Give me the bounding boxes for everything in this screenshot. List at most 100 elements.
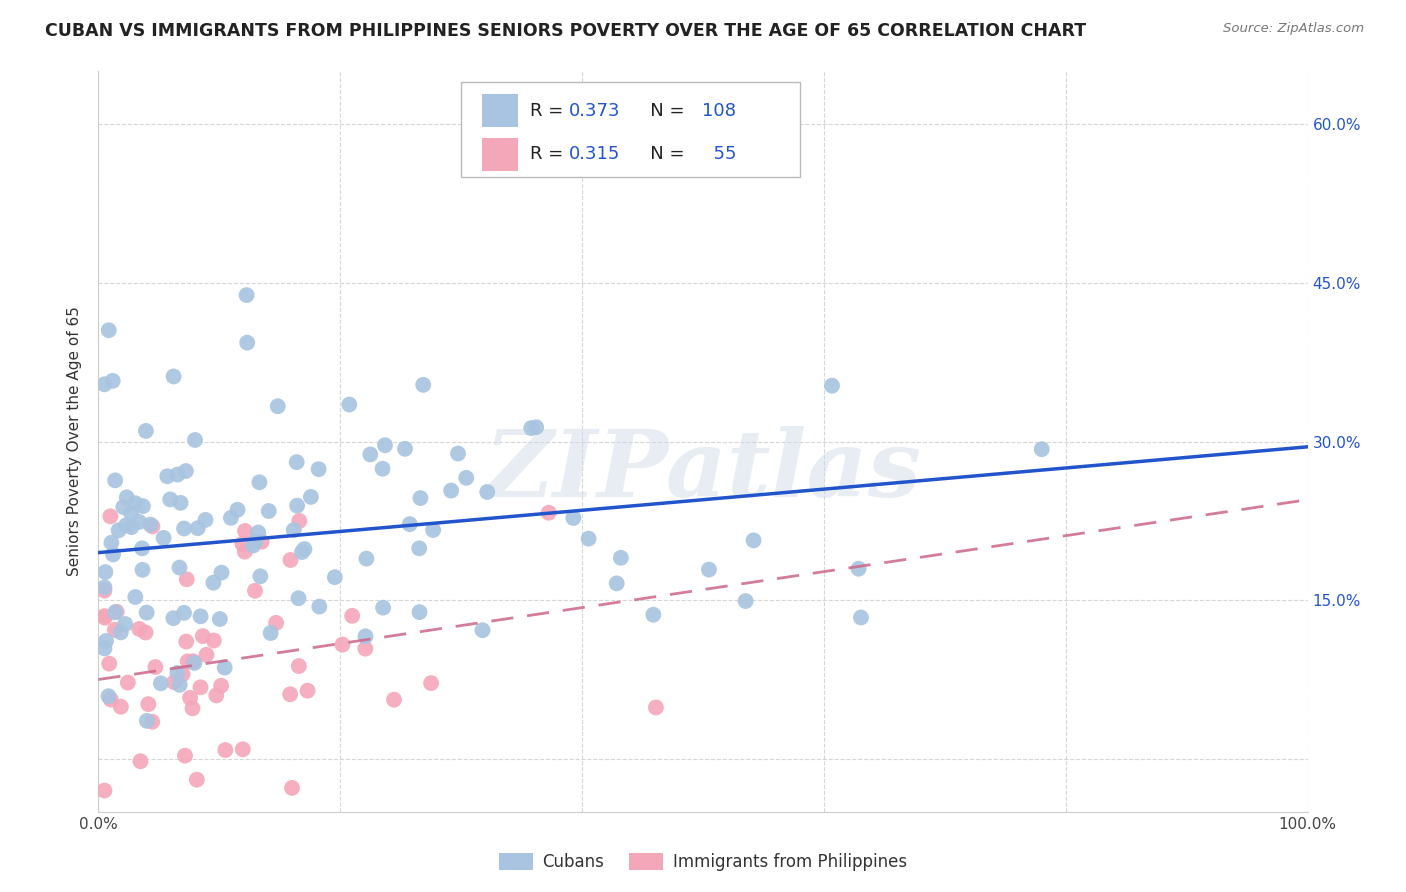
Point xyxy=(610,550,633,565)
Point xyxy=(1031,442,1053,457)
Point xyxy=(440,483,463,498)
Point xyxy=(191,629,214,643)
Point xyxy=(104,605,127,619)
Point xyxy=(382,692,405,706)
Point xyxy=(183,656,205,670)
Point xyxy=(115,518,138,533)
Text: Source: ZipAtlas.com: Source: ZipAtlas.com xyxy=(1223,22,1364,36)
Point xyxy=(149,676,172,690)
Point xyxy=(447,446,470,460)
Point xyxy=(176,572,198,586)
Point xyxy=(115,491,138,505)
Point xyxy=(179,690,201,705)
Point xyxy=(124,590,146,604)
Point xyxy=(283,523,305,537)
Point xyxy=(94,634,117,648)
Point xyxy=(121,520,143,534)
Point xyxy=(101,548,124,562)
Text: 0.315: 0.315 xyxy=(569,145,620,163)
Point xyxy=(110,699,132,714)
Text: N =: N = xyxy=(633,102,690,120)
Point xyxy=(110,625,132,640)
Point xyxy=(849,610,872,624)
Point xyxy=(264,615,287,630)
Point xyxy=(848,562,870,576)
Point xyxy=(299,490,322,504)
Point xyxy=(233,544,256,558)
Point xyxy=(174,464,197,478)
Point xyxy=(166,467,188,482)
Text: ZIPatlas: ZIPatlas xyxy=(485,426,921,516)
Point xyxy=(93,783,115,797)
Point xyxy=(285,455,308,469)
Point xyxy=(562,511,585,525)
Point xyxy=(98,509,121,524)
Point xyxy=(162,369,184,384)
Point xyxy=(166,665,188,680)
Point xyxy=(124,496,146,510)
Point xyxy=(259,626,281,640)
Point xyxy=(181,654,204,668)
Point xyxy=(456,471,478,485)
Point xyxy=(340,608,363,623)
Point xyxy=(159,492,181,507)
Point xyxy=(181,701,204,715)
Point xyxy=(214,660,236,674)
Point xyxy=(231,537,253,551)
Point xyxy=(398,517,420,532)
Point xyxy=(471,624,494,638)
Text: 55: 55 xyxy=(702,145,737,163)
Point xyxy=(141,714,163,729)
Text: N =: N = xyxy=(633,145,690,163)
Point xyxy=(128,622,150,636)
Point xyxy=(156,469,179,483)
Point xyxy=(250,534,273,549)
Point xyxy=(100,692,122,706)
Point xyxy=(169,678,191,692)
Point xyxy=(292,542,315,557)
Point xyxy=(235,288,257,302)
Point xyxy=(247,525,270,540)
Point xyxy=(297,683,319,698)
Point xyxy=(105,605,128,619)
Point xyxy=(697,563,720,577)
Point xyxy=(524,420,547,434)
Point xyxy=(190,609,212,624)
Point xyxy=(93,580,115,594)
Point xyxy=(291,545,314,559)
FancyBboxPatch shape xyxy=(461,82,800,178)
Point xyxy=(93,641,115,656)
Point xyxy=(226,502,249,516)
Point xyxy=(129,754,152,768)
Point xyxy=(821,378,844,392)
Point xyxy=(104,623,127,637)
Point xyxy=(101,374,124,388)
Point xyxy=(131,563,153,577)
Point xyxy=(172,667,194,681)
Point xyxy=(288,514,311,528)
Point xyxy=(643,607,665,622)
Point xyxy=(477,485,499,500)
Point xyxy=(169,560,191,574)
Point xyxy=(412,377,434,392)
Point xyxy=(112,500,135,514)
Point xyxy=(163,675,186,690)
Point xyxy=(162,611,184,625)
Point xyxy=(131,541,153,556)
Point xyxy=(323,570,346,584)
Point xyxy=(94,611,117,625)
Point xyxy=(117,675,139,690)
Point xyxy=(742,533,765,548)
FancyBboxPatch shape xyxy=(482,95,517,127)
Point xyxy=(408,541,430,556)
Point xyxy=(141,519,163,533)
Point xyxy=(394,442,416,456)
Point xyxy=(245,534,267,549)
Point xyxy=(278,687,301,701)
Point xyxy=(578,532,600,546)
Point xyxy=(194,513,217,527)
Point xyxy=(205,689,228,703)
Point xyxy=(202,575,225,590)
Point xyxy=(287,591,309,606)
Point xyxy=(174,748,197,763)
